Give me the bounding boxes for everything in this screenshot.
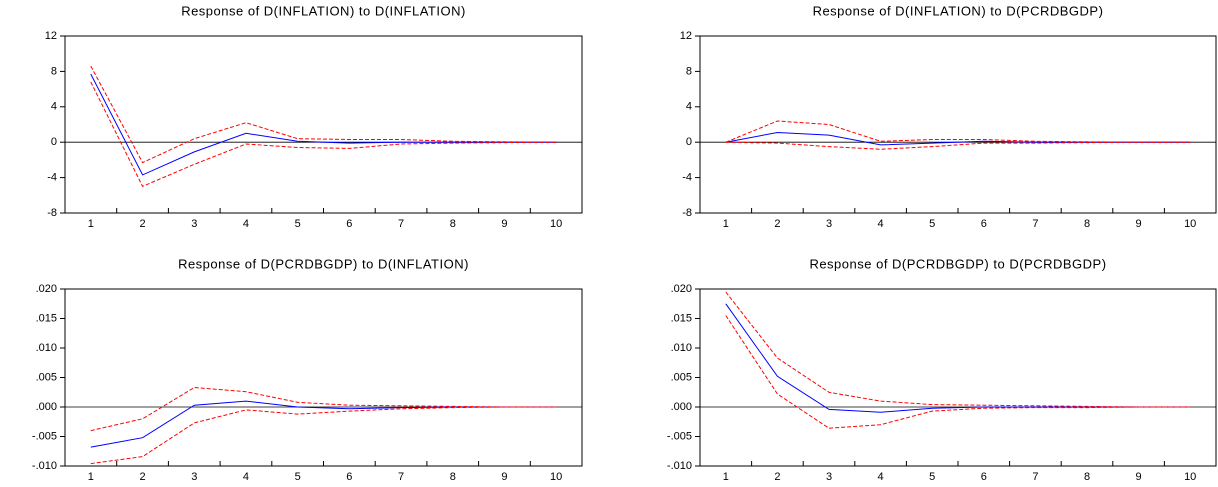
x-tick-label: 3 <box>826 218 832 230</box>
x-tick-label: 8 <box>450 218 456 230</box>
response-line <box>725 315 1191 429</box>
x-tick-label: 10 <box>1184 218 1196 230</box>
chart-title: Response of D(PCRDBGDP) to D(PCRDBGDP) <box>809 256 1106 271</box>
y-tick-label: -.005 <box>32 430 57 442</box>
y-tick-label: .005 <box>36 371 57 383</box>
x-tick-label: 2 <box>139 218 145 230</box>
x-tick-label: 5 <box>295 471 301 483</box>
x-tick-label: 9 <box>501 471 507 483</box>
x-tick-label: 8 <box>450 471 456 483</box>
y-tick-label: .000 <box>36 401 57 413</box>
y-tick-label: .010 <box>671 342 692 354</box>
y-tick-label: .020 <box>36 283 57 295</box>
x-tick-label: 1 <box>88 471 94 483</box>
y-tick-label: .020 <box>671 283 692 295</box>
y-tick-label: 8 <box>51 65 57 77</box>
chart-title: Response of D(PCRDBGDP) to D(INFLATION) <box>178 256 469 271</box>
x-tick-label: 4 <box>878 218 884 230</box>
x-tick-label: 6 <box>346 471 352 483</box>
x-tick-label: 8 <box>1084 218 1090 230</box>
x-tick-label: 3 <box>826 471 832 483</box>
response-line <box>725 131 1191 146</box>
y-tick-label: .000 <box>671 401 692 413</box>
x-tick-label: 7 <box>1032 218 1038 230</box>
response-line <box>90 406 557 465</box>
x-tick-label: 2 <box>774 471 780 483</box>
plot-frame <box>699 288 1217 467</box>
response-line <box>90 386 557 432</box>
x-tick-label: 6 <box>346 218 352 230</box>
y-tick-label: 8 <box>686 65 692 77</box>
x-tick-label: 3 <box>191 218 197 230</box>
plot-frame <box>64 35 583 214</box>
response-line <box>90 65 557 164</box>
x-tick-label: 6 <box>981 471 987 483</box>
y-tick-label: 0 <box>51 136 57 148</box>
y-tick-label: -.010 <box>667 460 692 472</box>
x-tick-label: 1 <box>88 218 94 230</box>
x-tick-label: 5 <box>295 218 301 230</box>
response-line <box>725 120 1191 143</box>
x-tick-label: 4 <box>243 471 249 483</box>
x-tick-label: 10 <box>550 471 562 483</box>
x-tick-label: 1 <box>723 218 729 230</box>
y-tick-label: -4 <box>47 172 57 184</box>
y-tick-label: 12 <box>680 30 692 42</box>
plot-frame <box>64 288 583 467</box>
y-tick-label: -4 <box>682 172 692 184</box>
response-line <box>725 303 1191 413</box>
chart-title: Response of D(INFLATION) to D(INFLATION) <box>181 3 466 18</box>
y-tick-label: 4 <box>686 101 692 113</box>
x-tick-label: 5 <box>929 218 935 230</box>
chart-title: Response of D(INFLATION) to D(PCRDBGDP) <box>813 3 1104 18</box>
x-tick-label: 2 <box>774 218 780 230</box>
response-line <box>725 291 1191 408</box>
y-tick-label: 0 <box>686 136 692 148</box>
y-tick-label: 12 <box>45 30 57 42</box>
x-tick-label: 7 <box>1032 471 1038 483</box>
y-tick-label: .005 <box>671 371 692 383</box>
response-line <box>725 141 1191 150</box>
x-tick-label: 9 <box>501 218 507 230</box>
x-tick-label: 5 <box>929 471 935 483</box>
y-tick-label: .015 <box>671 312 692 324</box>
x-tick-label: 2 <box>139 471 145 483</box>
y-tick-label: .015 <box>36 312 57 324</box>
y-tick-label: -.010 <box>32 460 57 472</box>
x-tick-label: 9 <box>1136 218 1142 230</box>
x-tick-label: 10 <box>550 218 562 230</box>
x-tick-label: 1 <box>723 471 729 483</box>
x-tick-label: 10 <box>1184 471 1196 483</box>
x-tick-label: 7 <box>398 218 404 230</box>
y-tick-label: -8 <box>47 207 57 219</box>
x-tick-label: 4 <box>878 471 884 483</box>
y-tick-label: -.005 <box>667 430 692 442</box>
x-tick-label: 7 <box>398 471 404 483</box>
x-tick-label: 8 <box>1084 471 1090 483</box>
x-tick-label: 9 <box>1136 471 1142 483</box>
x-tick-label: 6 <box>981 218 987 230</box>
plot-frame <box>699 35 1217 214</box>
x-tick-label: 4 <box>243 218 249 230</box>
response-line <box>90 81 557 188</box>
y-tick-label: -8 <box>682 207 692 219</box>
x-tick-label: 3 <box>191 471 197 483</box>
y-tick-label: 4 <box>51 101 57 113</box>
y-tick-label: .010 <box>36 342 57 354</box>
response-line <box>90 73 557 176</box>
